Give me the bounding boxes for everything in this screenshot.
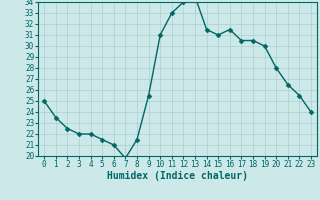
- X-axis label: Humidex (Indice chaleur): Humidex (Indice chaleur): [107, 171, 248, 181]
